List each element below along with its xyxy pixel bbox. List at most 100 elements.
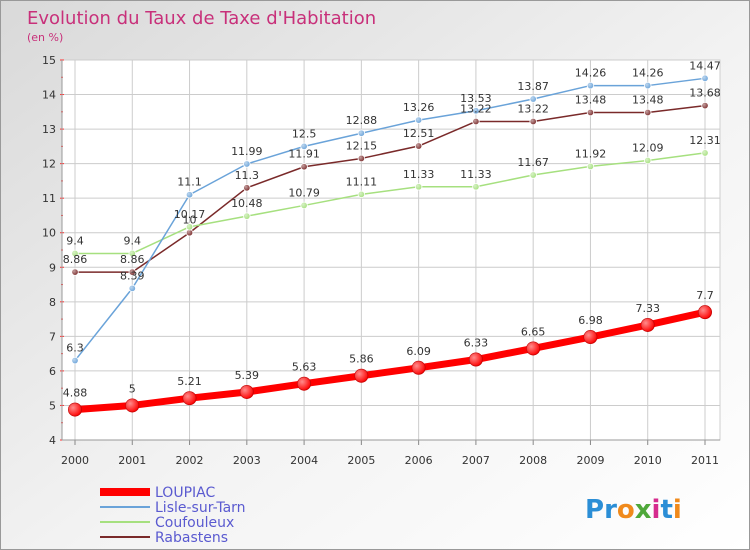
data-point-shine [529, 95, 537, 103]
data-point-shine [469, 353, 483, 367]
data-label: 12.09 [632, 142, 664, 155]
series-line [74, 152, 706, 255]
x-tick-label: 2009 [576, 454, 604, 467]
data-point-shine [300, 163, 308, 171]
data-label: 10.17 [174, 208, 206, 221]
series-coufouleux [71, 149, 709, 258]
data-point-shine [183, 391, 197, 405]
data-label: 8.39 [120, 269, 145, 282]
data-point-shine [472, 107, 480, 115]
data-label: 14.47 [689, 59, 721, 72]
data-label: 11.67 [517, 156, 549, 169]
data-label: 10.48 [231, 197, 263, 210]
series-line [71, 308, 709, 414]
y-tick-label: 12 [42, 158, 56, 171]
data-point-shine [587, 163, 594, 170]
data-label: 7.7 [696, 289, 714, 302]
data-point-shine [415, 142, 422, 150]
data-point-shine [300, 143, 308, 150]
data-point-shine [529, 118, 537, 125]
x-tick-label: 2007 [462, 454, 490, 467]
data-label: 11.99 [231, 145, 263, 158]
data-point-shine [186, 191, 193, 199]
data-point-shine [415, 183, 422, 191]
data-label: 5.21 [177, 375, 202, 388]
data-point-shine [358, 129, 365, 137]
data-label: 11.33 [460, 168, 492, 181]
data-point-shine [297, 377, 311, 391]
data-point-shine [128, 268, 136, 276]
data-label: 5 [129, 382, 136, 395]
data-label: 6.33 [464, 337, 489, 350]
x-tick-label: 2001 [118, 454, 146, 467]
data-label: 13.26 [403, 101, 435, 114]
data-label: 12.51 [403, 127, 435, 140]
data-label: 13.68 [689, 87, 721, 100]
data-label: 6.65 [521, 325, 546, 338]
data-point-shine [644, 157, 652, 164]
data-label: 10.79 [288, 186, 320, 199]
data-point-shine [71, 357, 79, 364]
data-label: 10 [183, 214, 197, 227]
series-layer [68, 74, 712, 417]
data-label: 14.26 [632, 67, 664, 80]
data-point-shine [243, 160, 251, 168]
series-rabastens [71, 101, 709, 276]
data-point-shine [701, 102, 709, 109]
series-line [74, 77, 706, 362]
data-label: 6.3 [66, 342, 84, 355]
data-point-shine [125, 398, 139, 412]
data-labels-layer: 4.88 5 5.21 5.39 5.63 5.86 6.09 6.33 6.65 6.98 7.3… [63, 59, 721, 399]
data-label: 7.33 [635, 302, 660, 315]
x-tick-label: 2010 [634, 454, 662, 467]
data-label: 13.48 [632, 94, 664, 107]
x-tick-label: 2011 [691, 454, 719, 467]
data-label: 11.11 [346, 175, 378, 188]
data-label: 13.22 [517, 102, 549, 115]
data-point-shine [644, 82, 652, 89]
x-tick-label: 2003 [233, 454, 261, 467]
axes: 4 5 6 7 8 9 10 11 12 13 14 15 2000 2001 2002 2003 2004 20… [42, 54, 720, 467]
x-tick-label: 2000 [61, 454, 89, 467]
data-label: 5.63 [292, 361, 317, 374]
data-label: 12.5 [292, 127, 317, 140]
data-point-shine [240, 385, 254, 399]
legend-label: LOUPIAC [155, 485, 215, 501]
data-label: 11.91 [288, 148, 320, 161]
legend-label: Rabastens [155, 530, 228, 546]
data-point-shine [71, 250, 79, 257]
data-label: 13.87 [517, 80, 549, 93]
data-label: 12.88 [346, 114, 378, 127]
legend-label: Lisle-sur-Tarn [155, 500, 246, 516]
data-label: 8.86 [120, 253, 145, 266]
y-tick-label: 14 [42, 89, 56, 102]
data-point-shine [71, 268, 79, 276]
data-point-shine [358, 155, 365, 162]
data-label: 13.53 [460, 92, 492, 105]
x-tick-label: 2005 [347, 454, 375, 467]
data-point-shine [641, 318, 655, 332]
data-point-shine [186, 223, 193, 231]
x-tick-label: 2008 [519, 454, 547, 467]
data-label: 14.26 [575, 67, 607, 80]
proxiti-logo: Proxiti [585, 495, 682, 525]
data-point-shine [128, 285, 136, 292]
legend-label: Coufouleux [155, 515, 234, 531]
chart-subtitle: (en %) [27, 31, 63, 44]
data-point-shine [354, 369, 368, 383]
data-point-shine [583, 330, 597, 344]
data-point-shine [644, 109, 652, 116]
data-label: 11.1 [177, 176, 202, 189]
data-point-shine [587, 109, 594, 116]
data-point-shine [587, 82, 594, 89]
y-tick-label: 7 [49, 330, 56, 343]
y-tick-label: 6 [49, 365, 56, 378]
data-point-shine [701, 75, 709, 82]
data-point-shine [698, 305, 712, 319]
data-point-shine [701, 149, 709, 157]
data-label: 6.98 [578, 314, 603, 327]
data-label: 11.33 [403, 168, 435, 181]
